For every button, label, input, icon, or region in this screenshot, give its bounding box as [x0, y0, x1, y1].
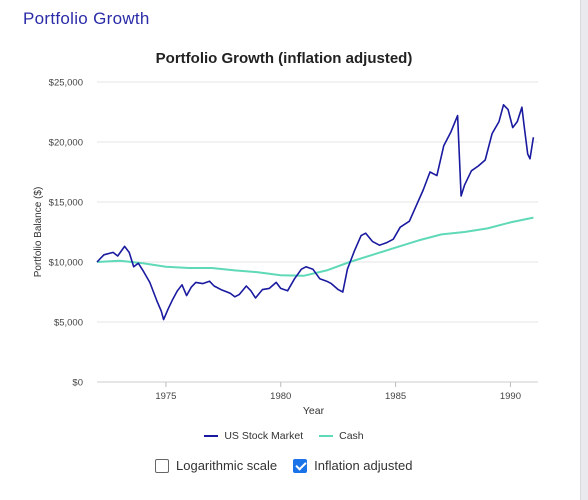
legend-label-cash: Cash [339, 430, 364, 442]
chart-title: Portfolio Growth (inflation adjusted) [155, 50, 413, 67]
legend-swatch-cash [319, 435, 334, 437]
legend-label-stock: US Stock Market [224, 430, 304, 442]
y-tick-label: $0 [72, 378, 83, 389]
inflation-adjusted-toggle[interactable]: Inflation adjusted [293, 458, 412, 473]
portfolio-growth-chart: $0 $5,000 $10,000 $15,000 $20,000 $25,000 1975… [33, 78, 538, 417]
log-scale-label: Logarithmic scale [176, 458, 278, 473]
y-tick-label: $20,000 [49, 138, 83, 149]
y-axis-title: Portfolio Balance ($) [33, 187, 44, 278]
legend-item-cash[interactable]: Cash [319, 430, 364, 442]
log-scale-toggle[interactable]: Logarithmic scale [155, 458, 277, 473]
x-tick-label: 1980 [270, 391, 291, 402]
chart-legend: US Stock Market Cash [0, 430, 568, 442]
x-axis-title: Year [303, 405, 325, 417]
log-scale-checkbox[interactable] [155, 458, 169, 473]
y-tick-label: $10,000 [49, 258, 83, 269]
legend-item-us-stock-market[interactable]: US Stock Market [204, 430, 303, 442]
inflation-adjusted-label: Inflation adjusted [314, 458, 413, 473]
inflation-adjusted-checkbox[interactable] [293, 458, 308, 473]
y-tick-label: $15,000 [49, 198, 83, 209]
x-tick-label: 1990 [500, 391, 521, 402]
series-line-cash [96, 216, 534, 277]
series-line-us-stock-market [96, 104, 535, 321]
legend-swatch-stock [204, 435, 219, 437]
chart-controls: Logarithmic scale Inflation adjusted [155, 458, 412, 473]
y-tick-label: $25,000 [49, 78, 83, 89]
section-title: Portfolio Growth [23, 9, 150, 28]
y-tick-label: $5,000 [54, 318, 83, 329]
x-tick-label: 1985 [385, 391, 406, 402]
x-tick-label: 1975 [155, 391, 176, 402]
